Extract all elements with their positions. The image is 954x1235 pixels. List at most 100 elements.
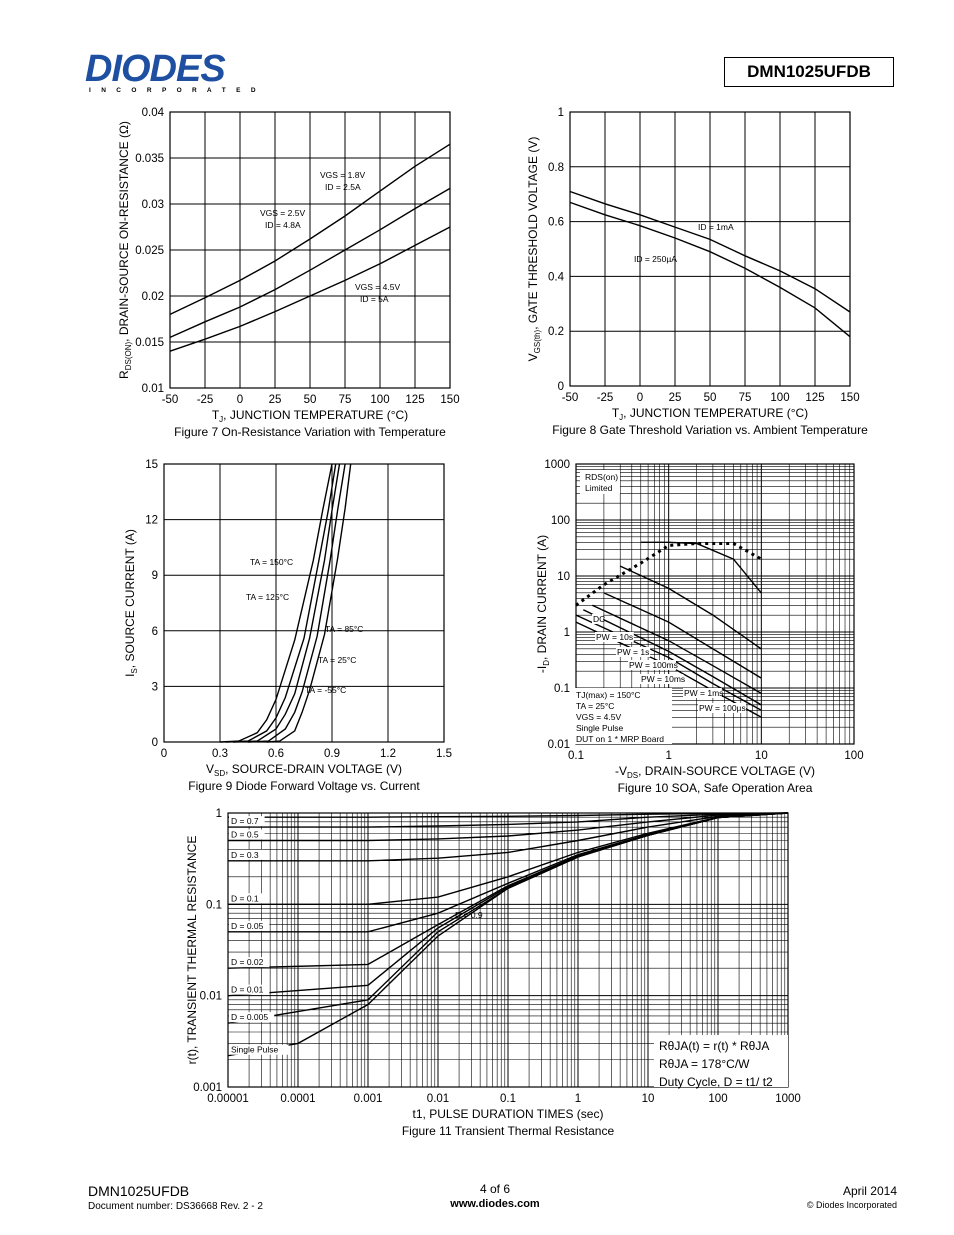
figure-9-plot: 0 0.3 0.6 0.9 1.2 1.5 0 3 6 9 12 15 VSD, SOURCE-DRAI… — [123, 459, 452, 793]
series-line — [247, 463, 346, 743]
x-tick-label: 0.1 — [500, 1093, 516, 1105]
x-tick-label: -25 — [597, 392, 614, 404]
y-tick-label: 3 — [152, 681, 158, 693]
series-label: Single Pulse — [231, 1045, 279, 1055]
series-label: D = 0.01 — [231, 985, 264, 995]
y-tick-label: 0.1 — [206, 899, 222, 911]
y-tick-label: 0.4 — [548, 271, 565, 283]
label-bg — [595, 632, 634, 642]
y-tick-label: 0.04 — [142, 107, 165, 119]
series-line — [225, 463, 337, 743]
plot-frame — [227, 812, 789, 1088]
series-label: ID = 5A — [360, 294, 389, 304]
x-tick-label: 100 — [708, 1093, 727, 1105]
label-bg — [229, 829, 265, 840]
footer-website-link[interactable]: www.diodes.com — [450, 1198, 540, 1210]
condition-label: TJ(max) = 150°C — [576, 690, 641, 700]
condition-label: Single Pulse — [576, 723, 624, 733]
annotation-bg — [580, 470, 620, 494]
x-tick-label: 1000 — [775, 1093, 801, 1105]
series-line — [233, 463, 341, 743]
footer-document-number: Document number: DS36668 Rev. 2 - 2 — [88, 1201, 263, 1212]
series-label: PW = 1ms — [684, 688, 723, 698]
x-tick-label: 0 — [237, 394, 243, 406]
footer-center: 4 of 6 www.diodes.com — [400, 1182, 590, 1210]
series-line — [266, 463, 352, 743]
y-tick-label: 0.01 — [200, 991, 222, 1003]
thermal-annotation: RθJA(t) = r(t) * RθJA — [659, 1039, 769, 1053]
condition-label: VGS = 4.5V — [576, 712, 621, 722]
series-label: TA = 125°C — [246, 592, 289, 602]
x-tick-label: 10 — [755, 750, 768, 762]
figure-11-plot: 0.00001 0.0001 0.001 0.01 0.1 1 10 100 1000 0.001… — [185, 808, 801, 1138]
plot-frame — [163, 463, 445, 743]
x-tick-label: -25 — [197, 394, 214, 406]
x-axis-label: TJ, JUNCTION TEMPERATURE (°C) — [612, 406, 808, 422]
footer-left: DMN1025UFDB Document number: DS36668 Rev… — [88, 1183, 263, 1212]
label-bg — [698, 703, 746, 713]
y-tick-label: 100 — [551, 515, 570, 527]
series-label: PW = 10ms — [641, 674, 685, 684]
condition-label: DUT on 1 * MRP Board — [576, 734, 664, 744]
footer-date: April 2014 — [842, 1184, 897, 1198]
y-axis-label: -ID, DRAIN CURRENT (A) — [535, 535, 551, 673]
series-label: ID = 2.5A — [325, 182, 361, 192]
label-bg — [229, 957, 270, 968]
annotation-bg — [574, 688, 672, 744]
x-tick-label: 0.0001 — [280, 1093, 315, 1105]
footer-part-number: DMN1025UFDB — [88, 1183, 190, 1199]
x-tick-label: 75 — [339, 394, 352, 406]
condition-label: TA = 25°C — [576, 701, 614, 711]
x-tick-label: 25 — [669, 392, 682, 404]
y-tick-label: 15 — [145, 459, 158, 471]
series-line — [169, 143, 451, 316]
y-tick-label: 0 — [558, 381, 564, 393]
y-tick-label: 0.015 — [135, 337, 164, 349]
y-tick-label: 9 — [152, 570, 158, 582]
series-label: D = 0.005 — [231, 1012, 268, 1022]
series-label: D = 0.02 — [231, 957, 264, 967]
y-tick-label: 0.2 — [548, 326, 564, 338]
x-tick-label: 0.00001 — [207, 1093, 249, 1105]
series-label: TA = 85°C — [325, 624, 363, 634]
x-tick-label: 0.9 — [324, 748, 340, 760]
series-line — [575, 542, 763, 607]
y-tick-label: 0.035 — [135, 153, 164, 165]
x-tick-label: -50 — [562, 392, 579, 404]
x-axis-label: VSD, SOURCE-DRAIN VOLTAGE (V) — [206, 762, 402, 778]
thermal-annotation: Duty Cycle, D = t1/ t2 — [659, 1075, 773, 1089]
x-tick-label: 1.2 — [380, 748, 396, 760]
series-line — [228, 812, 789, 818]
y-tick-label: 12 — [145, 515, 158, 527]
y-tick-label: 6 — [152, 626, 158, 638]
figure-caption: Figure 10 SOA, Safe Operation Area — [618, 781, 813, 795]
y-tick-label: 0.001 — [193, 1082, 222, 1094]
footer-copyright: © Diodes Incorporated — [806, 1200, 897, 1210]
label-bg — [229, 893, 265, 904]
y-tick-label: 0.01 — [142, 383, 164, 395]
series-label: D = 0.7 — [231, 816, 259, 826]
label-bg — [616, 647, 651, 657]
rds-label: RDS(on) — [585, 472, 618, 482]
x-tick-label: 1 — [575, 1093, 581, 1105]
x-tick-label: 25 — [269, 394, 282, 406]
figure-caption: Figure 11 Transient Thermal Resistance — [402, 1124, 615, 1138]
series-line — [219, 463, 333, 743]
series-line — [582, 609, 762, 706]
x-tick-label: 100 — [844, 750, 863, 762]
x-tick-label: 1 — [665, 750, 671, 762]
series-label: PW = 100ms — [629, 660, 678, 670]
label-bg — [229, 849, 265, 860]
x-tick-label: 0.1 — [568, 750, 584, 762]
series-line — [569, 201, 851, 338]
label-bg — [628, 660, 676, 670]
x-tick-label: 0.01 — [427, 1093, 449, 1105]
series-line — [169, 226, 451, 352]
x-tick-label: 0.3 — [212, 748, 228, 760]
plot-frame — [169, 111, 451, 389]
series-label: ID = 4.8A — [265, 220, 301, 230]
figure-8-plot: -50 -25 0 25 50 75 100 125 150 0 0.2 0.4 0.6 0.8 1 TJ, … — [526, 107, 868, 437]
label-bg — [229, 920, 270, 931]
footer-page-number: 4 of 6 — [479, 1182, 511, 1196]
